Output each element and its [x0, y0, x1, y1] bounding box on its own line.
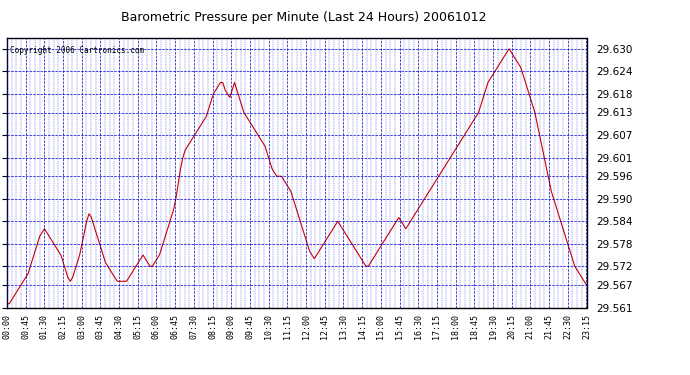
Text: Barometric Pressure per Minute (Last 24 Hours) 20061012: Barometric Pressure per Minute (Last 24 …: [121, 11, 486, 24]
Text: Copyright 2006 Cartronics.com: Copyright 2006 Cartronics.com: [10, 46, 144, 55]
